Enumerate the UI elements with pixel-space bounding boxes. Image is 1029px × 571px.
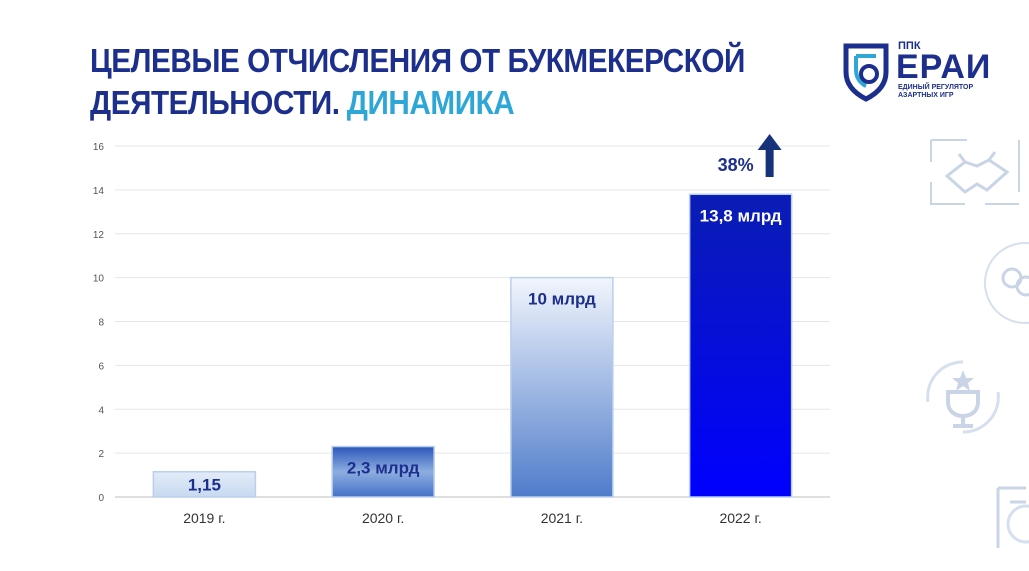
shield-logo-icon xyxy=(843,43,889,102)
title-line-2: ДЕЯТЕЛЬНОСТИ. xyxy=(90,84,340,121)
y-tick-label: 8 xyxy=(98,318,104,329)
data-label: 1,15 xyxy=(188,475,221,494)
data-label: 13,8 млрд xyxy=(700,206,782,225)
logo-sub-line-2: АЗАРТНЫХ ИГР xyxy=(898,92,954,99)
logo-subtitle: ЕДИНЫЙ РЕГУЛЯТОР АЗАРТНЫХ ИГР xyxy=(898,84,973,100)
bar-1 xyxy=(331,445,435,498)
x-tick-label: 2020 г. xyxy=(362,510,404,526)
growth-label: 38% xyxy=(718,155,754,175)
y-tick-label: 6 xyxy=(98,361,104,372)
page-title: ЦЕЛЕВЫЕ ОТЧИСЛЕНИЯ ОТ БУКМЕКЕРСКОЙ ДЕЯТЕ… xyxy=(90,40,745,124)
x-tick-label: 2022 г. xyxy=(719,510,761,526)
y-tick-label: 12 xyxy=(93,230,105,241)
balls-icon xyxy=(984,242,1029,324)
y-tick-label: 4 xyxy=(98,405,104,416)
trophy-icon xyxy=(926,360,1000,434)
title-line-1: ЦЕЛЕВЫЕ ОТЧИСЛЕНИЯ ОТ БУКМЕКЕРСКОЙ xyxy=(90,42,745,79)
handshake-icon xyxy=(930,139,1020,205)
corner-decoration-icon xyxy=(996,486,1029,548)
y-tick-label: 14 xyxy=(93,186,105,197)
data-label: 10 млрд xyxy=(528,290,596,309)
y-tick-label: 16 xyxy=(93,142,105,153)
y-tick-label: 0 xyxy=(98,493,104,504)
logo-sub-line-1: ЕДИНЫЙ РЕГУЛЯТОР xyxy=(898,84,974,91)
growth-arrow-up-icon xyxy=(757,134,782,177)
data-label: 2,3 млрд xyxy=(347,459,420,478)
y-tick-label: 10 xyxy=(93,274,105,285)
bar-3 xyxy=(688,193,793,498)
x-tick-label: 2019 г. xyxy=(183,510,225,526)
y-tick-label: 2 xyxy=(98,449,104,460)
bar-0 xyxy=(152,471,257,498)
bar-2 xyxy=(510,276,614,498)
title-accent: ДИНАМИКА xyxy=(346,84,515,121)
logo-ppk: ППК xyxy=(898,40,921,52)
x-tick-label: 2021 г. xyxy=(541,510,583,526)
erai-logo: ППК ЕРАИ ЕДИНЫЙ РЕГУЛЯТОР АЗАРТНЫХ ИГР xyxy=(842,40,1002,104)
logo-name: ЕРАИ xyxy=(896,48,992,86)
